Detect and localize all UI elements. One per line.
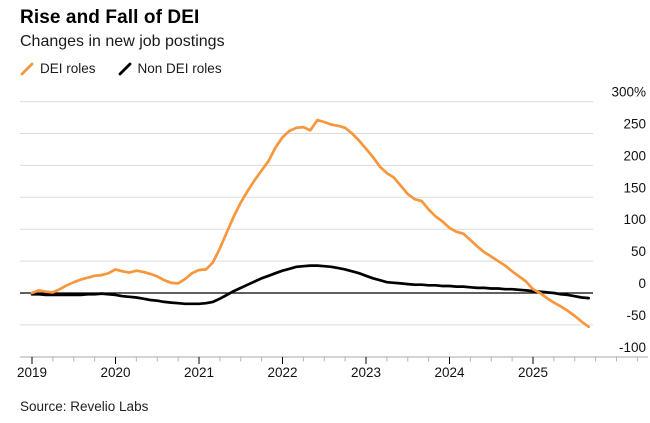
legend-item-non-dei-roles: Non DEI roles xyxy=(118,61,222,76)
source-attribution: Source: Revelio Labs xyxy=(20,399,149,414)
chart-title: Rise and Fall of DEI xyxy=(20,7,200,28)
x-tick-label: 2021 xyxy=(184,365,214,380)
non-dei-roles-line xyxy=(30,264,591,306)
legend-label-non-dei-roles: Non DEI roles xyxy=(137,61,222,76)
legend-label-dei-roles: DEI roles xyxy=(40,61,96,76)
chart-subtitle: Changes in new job postings xyxy=(20,33,225,50)
x-tick-label: 2023 xyxy=(351,365,381,380)
x-tick-label: 2025 xyxy=(518,365,548,380)
y-tick-label: -50 xyxy=(626,308,646,323)
y-tick-label: 50 xyxy=(631,244,646,259)
y-tick-label: 250 xyxy=(623,117,646,132)
y-tick-label: 100 xyxy=(623,212,646,227)
y-tick-label: 150 xyxy=(623,180,646,195)
x-tick-label: 2019 xyxy=(17,365,47,380)
black-slash-icon xyxy=(118,62,131,75)
chart-legend: DEI roles Non DEI roles xyxy=(20,61,222,76)
y-tick-label: 200 xyxy=(623,148,646,163)
x-tick-label: 2020 xyxy=(100,365,130,380)
orange-slash-icon xyxy=(20,62,34,75)
y-tick-label: -100 xyxy=(619,340,646,355)
x-tick-label: 2022 xyxy=(267,365,297,380)
legend-item-dei-roles: DEI roles xyxy=(20,61,96,76)
dei-roles-line xyxy=(30,118,591,329)
y-tick-label: 0 xyxy=(638,276,646,291)
y-tick-label: 300% xyxy=(611,85,646,100)
x-tick-label: 2024 xyxy=(434,365,465,380)
